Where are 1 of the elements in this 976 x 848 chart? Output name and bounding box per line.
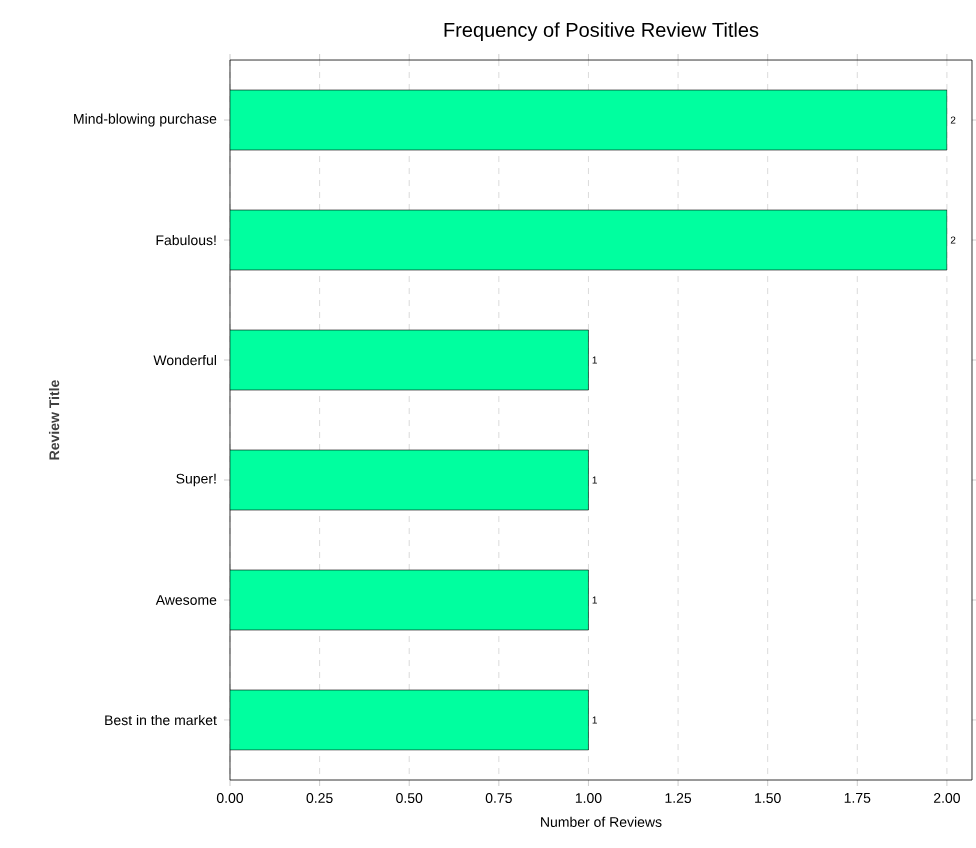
chart-title: Frequency of Positive Review Titles xyxy=(444,22,759,41)
